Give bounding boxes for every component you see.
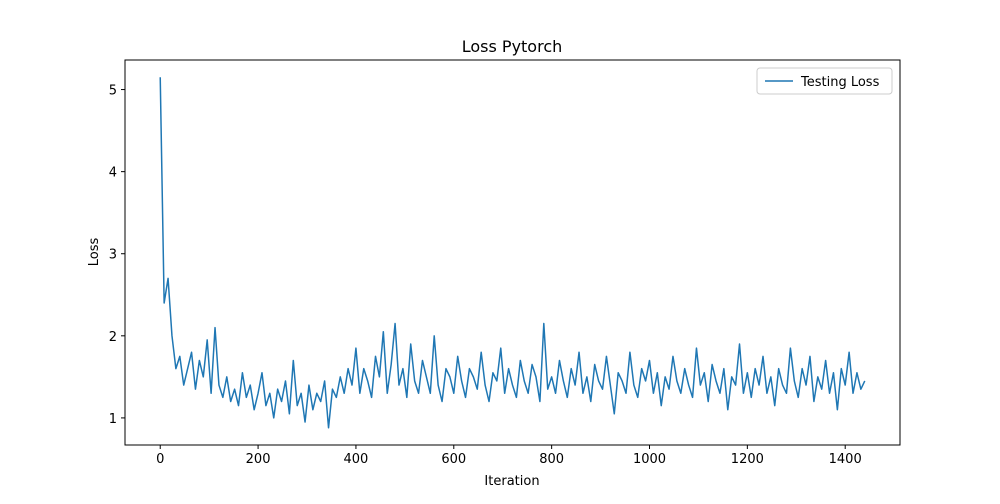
x-tick-label: 200 <box>246 452 271 467</box>
x-tick-label: 0 <box>156 452 164 467</box>
axes-frame <box>124 59 901 446</box>
x-tick-label: 1000 <box>633 452 666 467</box>
x-tick-label: 800 <box>539 452 564 467</box>
y-tick-label: 1 <box>109 412 117 427</box>
x-tick-label: 400 <box>344 452 369 467</box>
legend-label: Testing Loss <box>800 75 880 90</box>
x-axis-label: Iteration <box>484 474 539 489</box>
y-tick-label: 2 <box>109 330 117 345</box>
line <box>159 77 866 429</box>
y-axis-label: Loss <box>87 238 102 267</box>
x-tick-label: 1200 <box>731 452 764 467</box>
y-tick-label: 5 <box>109 84 117 99</box>
y-tick-label: 4 <box>109 166 117 181</box>
chart-title: Loss Pytorch <box>462 37 563 56</box>
x-tick-label: 600 <box>441 452 466 467</box>
x-tick-label: 1400 <box>829 452 862 467</box>
y-tick-label: 3 <box>109 248 117 263</box>
legend-box <box>756 67 893 95</box>
